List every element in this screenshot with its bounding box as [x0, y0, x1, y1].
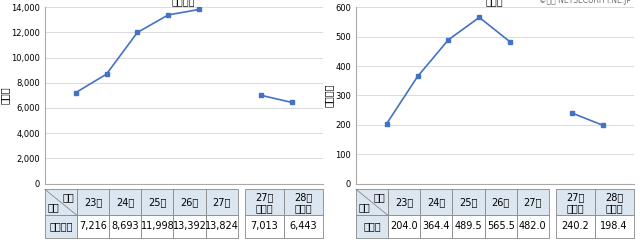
Text: 198.4: 198.4	[600, 221, 628, 232]
FancyBboxPatch shape	[452, 189, 484, 215]
FancyBboxPatch shape	[516, 215, 549, 238]
FancyBboxPatch shape	[244, 215, 284, 238]
Text: 24年: 24年	[427, 197, 445, 207]
Text: 区分: 区分	[48, 203, 60, 212]
FancyBboxPatch shape	[77, 215, 109, 238]
FancyBboxPatch shape	[45, 189, 77, 215]
FancyBboxPatch shape	[484, 189, 516, 215]
Text: 565.5: 565.5	[486, 221, 515, 232]
Text: 区分: 区分	[359, 203, 371, 212]
Text: 26年: 26年	[492, 197, 509, 207]
Y-axis label: （億円）: （億円）	[324, 84, 333, 107]
Y-axis label: （件）: （件）	[0, 87, 10, 104]
FancyBboxPatch shape	[173, 215, 205, 238]
Title: 認知件数: 認知件数	[172, 0, 195, 7]
FancyBboxPatch shape	[205, 189, 238, 215]
Text: ©警察 NETSECURITY.NE.JP: ©警察 NETSECURITY.NE.JP	[539, 0, 631, 6]
Text: 489.5: 489.5	[454, 221, 483, 232]
Text: 6,443: 6,443	[289, 221, 317, 232]
FancyBboxPatch shape	[284, 215, 323, 238]
Text: 28年
上半期: 28年 上半期	[605, 192, 623, 213]
Text: 240.2: 240.2	[561, 221, 589, 232]
FancyBboxPatch shape	[109, 189, 141, 215]
Text: 23年: 23年	[395, 197, 413, 207]
FancyBboxPatch shape	[141, 215, 173, 238]
FancyBboxPatch shape	[77, 189, 109, 215]
FancyBboxPatch shape	[284, 189, 323, 215]
FancyBboxPatch shape	[141, 189, 173, 215]
FancyBboxPatch shape	[173, 189, 205, 215]
Text: 年次: 年次	[62, 192, 74, 202]
FancyBboxPatch shape	[556, 215, 595, 238]
Text: 13,824: 13,824	[205, 221, 239, 232]
Text: 27年: 27年	[524, 197, 542, 207]
FancyBboxPatch shape	[356, 215, 388, 238]
FancyBboxPatch shape	[45, 215, 77, 238]
FancyBboxPatch shape	[244, 189, 284, 215]
Text: 28年
上半期: 28年 上半期	[294, 192, 312, 213]
FancyBboxPatch shape	[356, 189, 388, 215]
FancyBboxPatch shape	[452, 215, 484, 238]
Text: 26年: 26年	[180, 197, 198, 207]
FancyBboxPatch shape	[484, 215, 516, 238]
Text: 7,216: 7,216	[79, 221, 107, 232]
Text: 25年: 25年	[460, 197, 477, 207]
Text: 認知件数: 認知件数	[49, 221, 72, 232]
Text: 23年: 23年	[84, 197, 102, 207]
Text: 13,392: 13,392	[173, 221, 207, 232]
FancyBboxPatch shape	[420, 189, 452, 215]
FancyBboxPatch shape	[388, 189, 420, 215]
Text: 8,693: 8,693	[111, 221, 139, 232]
Text: 27年
上半期: 27年 上半期	[255, 192, 273, 213]
Text: 364.4: 364.4	[422, 221, 450, 232]
Text: 27年
上半期: 27年 上半期	[566, 192, 584, 213]
Text: 204.0: 204.0	[390, 221, 418, 232]
Text: 被害額: 被害額	[363, 221, 381, 232]
Text: 25年: 25年	[148, 197, 166, 207]
FancyBboxPatch shape	[109, 215, 141, 238]
FancyBboxPatch shape	[516, 189, 549, 215]
FancyBboxPatch shape	[595, 189, 634, 215]
Text: 7,013: 7,013	[250, 221, 278, 232]
Text: 年次: 年次	[373, 192, 385, 202]
FancyBboxPatch shape	[388, 215, 420, 238]
FancyBboxPatch shape	[556, 189, 595, 215]
Text: 24年: 24年	[116, 197, 134, 207]
FancyBboxPatch shape	[420, 215, 452, 238]
Text: 27年: 27年	[212, 197, 231, 207]
Title: 被害額: 被害額	[486, 0, 504, 7]
Text: 11,998: 11,998	[141, 221, 174, 232]
FancyBboxPatch shape	[205, 215, 238, 238]
FancyBboxPatch shape	[595, 215, 634, 238]
Text: 482.0: 482.0	[519, 221, 547, 232]
